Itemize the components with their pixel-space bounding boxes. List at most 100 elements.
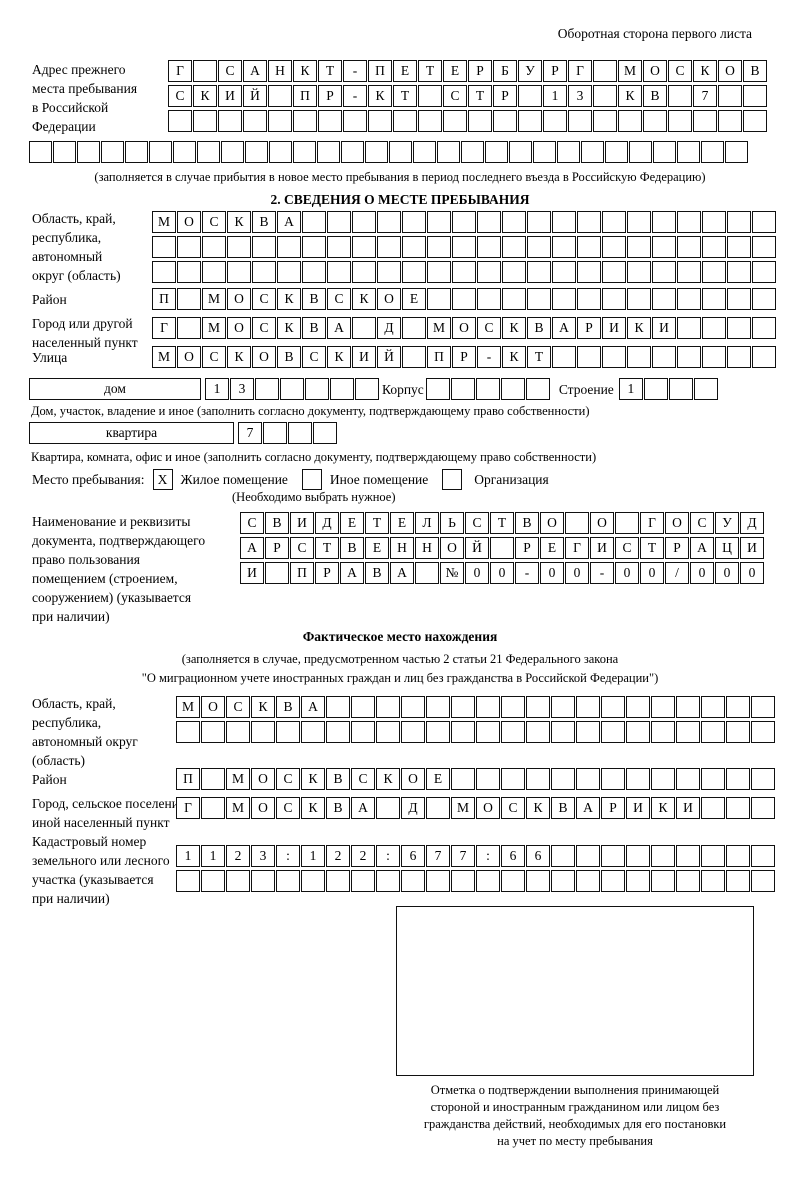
char-cell[interactable]: К xyxy=(301,797,325,819)
char-cell[interactable] xyxy=(201,797,225,819)
char-cell[interactable] xyxy=(601,845,625,867)
char-cell[interactable] xyxy=(437,141,460,163)
char-cell[interactable]: 7 xyxy=(693,85,717,107)
char-cell[interactable] xyxy=(227,236,251,258)
char-cell[interactable]: К xyxy=(627,317,651,339)
char-cell[interactable] xyxy=(551,845,575,867)
char-cell[interactable] xyxy=(652,261,676,283)
char-cell[interactable] xyxy=(425,378,450,400)
char-cell[interactable]: М xyxy=(618,60,642,82)
char-cell[interactable] xyxy=(751,845,775,867)
char-cell[interactable] xyxy=(552,211,576,233)
char-cell[interactable]: К xyxy=(618,85,642,107)
char-cell[interactable]: С xyxy=(252,317,276,339)
char-cell[interactable] xyxy=(525,378,550,400)
char-cell[interactable] xyxy=(677,211,701,233)
char-cell[interactable]: О xyxy=(201,696,225,718)
char-cell[interactable]: К xyxy=(693,60,717,82)
char-cell[interactable] xyxy=(268,85,292,107)
char-cell[interactable]: Д xyxy=(315,512,339,534)
char-cell[interactable] xyxy=(576,768,600,790)
char-cell[interactable] xyxy=(326,696,350,718)
char-cell[interactable] xyxy=(502,288,526,310)
char-cell[interactable] xyxy=(502,211,526,233)
char-cell[interactable]: А xyxy=(340,562,364,584)
char-cell[interactable] xyxy=(601,870,625,892)
char-cell[interactable] xyxy=(277,236,301,258)
char-cell[interactable]: А xyxy=(690,537,714,559)
char-cell[interactable] xyxy=(751,696,775,718)
char-cell[interactable]: Е xyxy=(393,60,417,82)
char-cell[interactable] xyxy=(301,870,325,892)
char-cell[interactable] xyxy=(601,721,625,743)
char-cell[interactable] xyxy=(418,85,442,107)
char-cell[interactable] xyxy=(552,236,576,258)
char-cell[interactable] xyxy=(301,721,325,743)
char-cell[interactable] xyxy=(677,236,701,258)
char-cell[interactable]: Т xyxy=(468,85,492,107)
char-cell[interactable] xyxy=(751,768,775,790)
char-cell[interactable] xyxy=(501,870,525,892)
char-cell[interactable]: М xyxy=(451,797,475,819)
char-cell[interactable]: Д xyxy=(401,797,425,819)
char-cell[interactable] xyxy=(605,141,628,163)
char-cell[interactable] xyxy=(277,261,301,283)
char-cell[interactable] xyxy=(501,768,525,790)
char-cell[interactable]: С xyxy=(302,346,326,368)
char-cell[interactable] xyxy=(543,110,567,132)
char-cell[interactable]: И xyxy=(590,537,614,559)
char-cell[interactable]: К xyxy=(327,346,351,368)
char-cell[interactable] xyxy=(377,211,401,233)
char-cell[interactable] xyxy=(177,236,201,258)
char-cell[interactable] xyxy=(526,721,550,743)
char-cell[interactable] xyxy=(168,110,192,132)
char-cell[interactable]: Ь xyxy=(440,512,464,534)
char-cell[interactable] xyxy=(351,696,375,718)
char-cell[interactable] xyxy=(293,141,316,163)
char-cell[interactable] xyxy=(343,110,367,132)
char-cell[interactable]: И xyxy=(290,512,314,534)
char-cell[interactable] xyxy=(476,870,500,892)
char-cell[interactable]: Й xyxy=(243,85,267,107)
char-cell[interactable]: Т xyxy=(490,512,514,534)
char-cell[interactable] xyxy=(402,261,426,283)
char-cell[interactable]: В xyxy=(276,696,300,718)
char-cell[interactable]: П xyxy=(427,346,451,368)
char-cell[interactable]: 1 xyxy=(301,845,325,867)
char-cell[interactable] xyxy=(668,110,692,132)
char-cell[interactable] xyxy=(477,236,501,258)
char-cell[interactable] xyxy=(752,288,776,310)
char-cell[interactable]: О xyxy=(251,797,275,819)
char-cell[interactable] xyxy=(693,110,717,132)
char-cell[interactable]: 0 xyxy=(690,562,714,584)
char-cell[interactable]: Т xyxy=(315,537,339,559)
char-cell[interactable]: 1 xyxy=(205,378,229,400)
char-cell[interactable] xyxy=(702,236,726,258)
char-cell[interactable] xyxy=(618,110,642,132)
char-cell[interactable]: В xyxy=(365,562,389,584)
char-cell[interactable]: К xyxy=(277,288,301,310)
char-cell[interactable] xyxy=(602,288,626,310)
char-cell[interactable] xyxy=(377,261,401,283)
char-cell[interactable]: К xyxy=(376,768,400,790)
char-cell[interactable]: Р xyxy=(265,537,289,559)
char-cell[interactable]: П xyxy=(293,85,317,107)
char-cell[interactable]: Р xyxy=(577,317,601,339)
char-cell[interactable]: К xyxy=(227,346,251,368)
char-cell[interactable] xyxy=(251,721,275,743)
char-cell[interactable] xyxy=(341,141,364,163)
char-cell[interactable] xyxy=(752,346,776,368)
char-cell[interactable]: А xyxy=(351,797,375,819)
char-cell[interactable]: В xyxy=(643,85,667,107)
char-cell[interactable] xyxy=(418,110,442,132)
char-cell[interactable]: К xyxy=(293,60,317,82)
char-cell[interactable]: 6 xyxy=(501,845,525,867)
char-cell[interactable] xyxy=(327,211,351,233)
char-cell[interactable] xyxy=(452,288,476,310)
char-cell[interactable] xyxy=(389,141,412,163)
char-cell[interactable]: И xyxy=(218,85,242,107)
char-cell[interactable] xyxy=(743,110,767,132)
char-cell[interactable] xyxy=(402,317,426,339)
char-cell[interactable] xyxy=(476,768,500,790)
char-cell[interactable]: М xyxy=(226,797,250,819)
